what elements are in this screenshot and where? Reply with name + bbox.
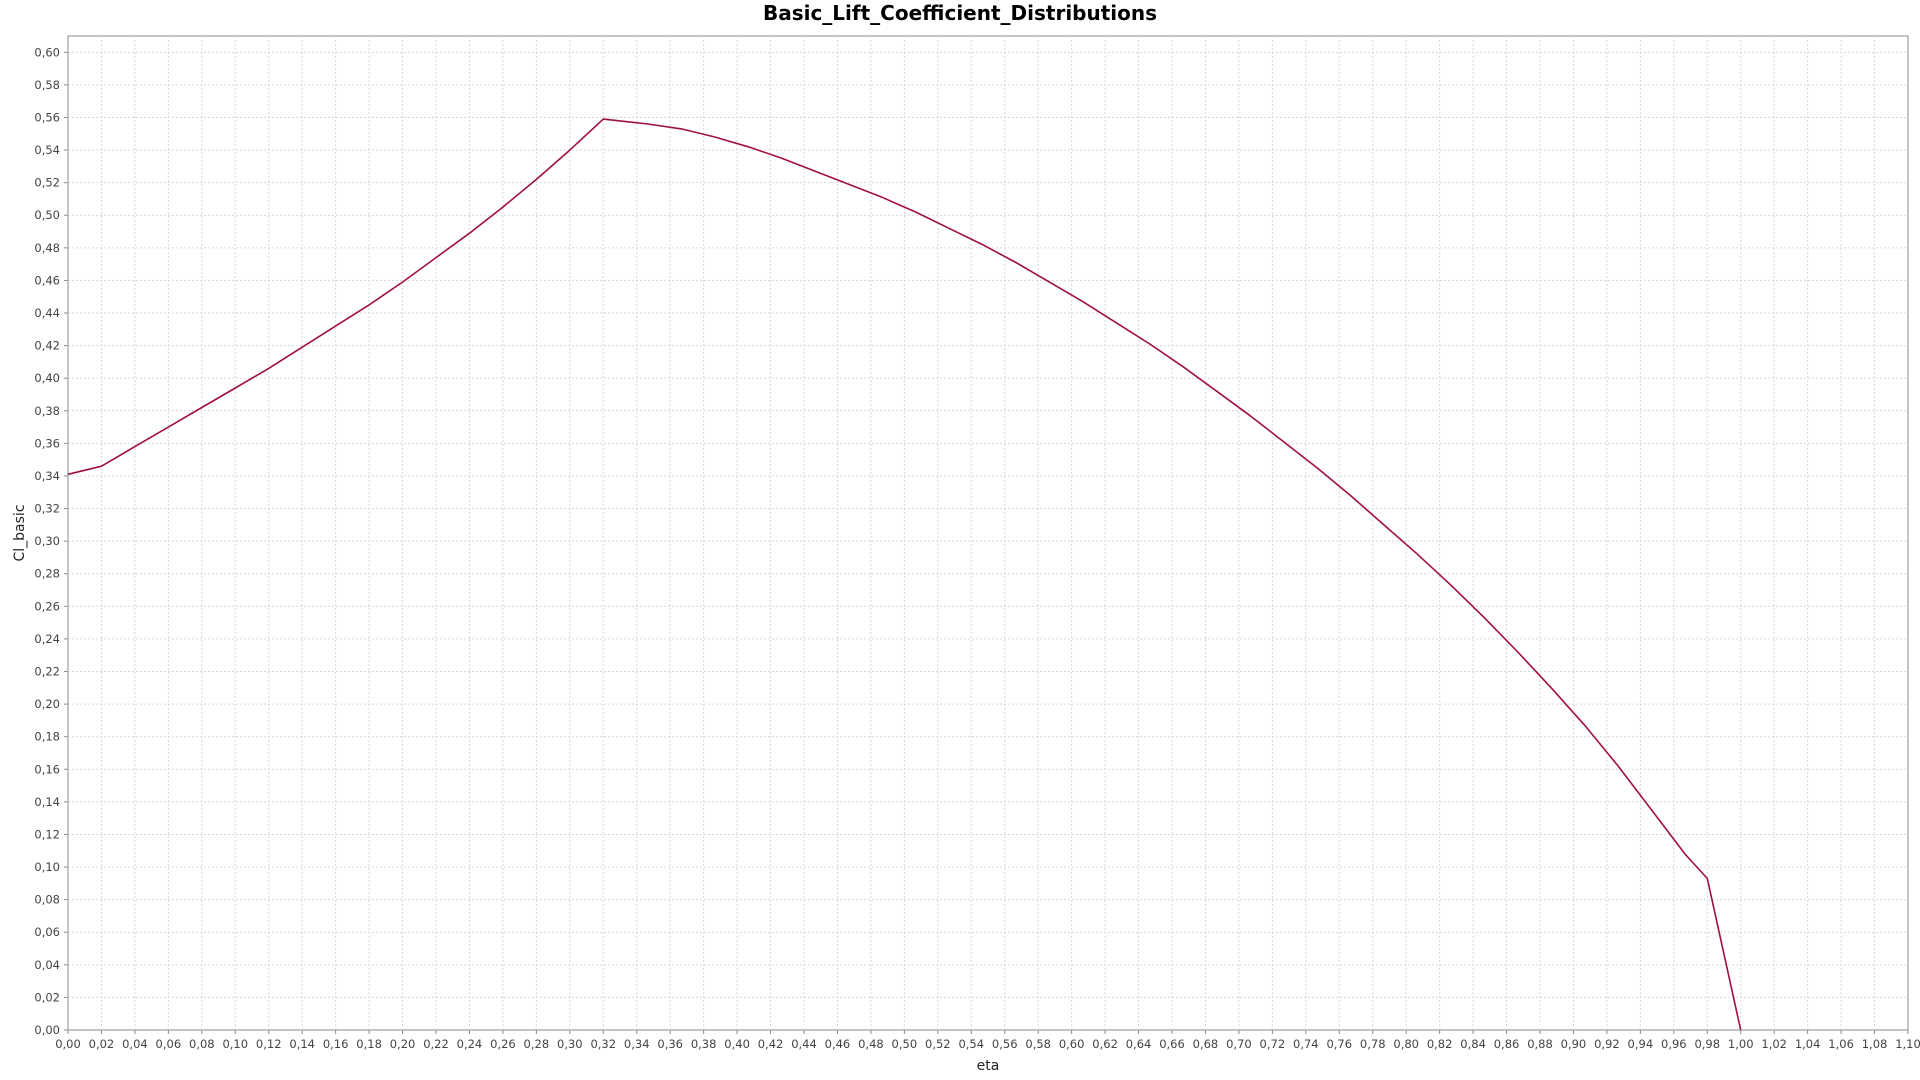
x-tick-label: 0,08 [189, 1037, 215, 1051]
x-tick-label: 0,80 [1393, 1037, 1419, 1051]
x-tick-label: 0,38 [691, 1037, 717, 1051]
y-tick-label: 0,58 [34, 78, 60, 92]
y-tick-label: 0,60 [34, 45, 60, 59]
y-tick-label: 0,42 [34, 339, 60, 353]
y-tick-label: 0,26 [34, 599, 60, 613]
x-tick-label: 0,68 [1193, 1037, 1219, 1051]
x-tick-label: 0,62 [1092, 1037, 1118, 1051]
x-tick-label: 1,08 [1862, 1037, 1888, 1051]
y-tick-label: 0,10 [34, 860, 60, 874]
x-tick-label: 0,70 [1226, 1037, 1252, 1051]
y-axis-label: Cl_basic [12, 504, 28, 561]
y-tick-label: 0,00 [34, 1023, 60, 1037]
x-tick-label: 0,58 [1025, 1037, 1051, 1051]
y-tick-label: 0,18 [34, 730, 60, 744]
y-tick-label: 0,24 [34, 632, 60, 646]
x-tick-label: 0,48 [858, 1037, 884, 1051]
x-tick-label: 1,00 [1728, 1037, 1754, 1051]
axis-ticks: 0,00 0,02 0,04 0,06 0,08 0,10 0,12 0,14 0,16 0,18… [34, 45, 1920, 1051]
y-tick-label: 0,44 [34, 306, 60, 320]
y-tick-label: 0,14 [34, 795, 60, 809]
y-tick-label: 0,02 [34, 990, 60, 1004]
x-tick-label: 0,32 [590, 1037, 616, 1051]
x-tick-label: 0,20 [390, 1037, 416, 1051]
x-tick-label: 1,10 [1895, 1037, 1920, 1051]
x-tick-label: 0,96 [1661, 1037, 1687, 1051]
x-tick-label: 0,90 [1561, 1037, 1587, 1051]
y-tick-label: 0,22 [34, 665, 60, 679]
y-tick-label: 0,54 [34, 143, 60, 157]
x-tick-label: 0,34 [624, 1037, 650, 1051]
x-tick-label: 0,98 [1694, 1037, 1720, 1051]
x-tick-label: 0,22 [423, 1037, 449, 1051]
grid-lines [68, 36, 1908, 1030]
x-tick-label: 0,94 [1628, 1037, 1654, 1051]
x-tick-label: 1,06 [1828, 1037, 1854, 1051]
x-tick-label: 0,26 [490, 1037, 516, 1051]
y-tick-label: 0,04 [34, 958, 60, 972]
x-tick-label: 0,76 [1326, 1037, 1352, 1051]
y-tick-label: 0,16 [34, 762, 60, 776]
x-tick-label: 0,50 [892, 1037, 918, 1051]
plot-area [67, 35, 1909, 1031]
x-tick-label: 0,18 [356, 1037, 382, 1051]
x-tick-label: 0,46 [825, 1037, 851, 1051]
y-tick-label: 0,50 [34, 208, 60, 222]
y-tick-label: 0,40 [34, 371, 60, 385]
x-tick-label: 0,56 [992, 1037, 1018, 1051]
x-tick-label: 0,12 [256, 1037, 282, 1051]
y-tick-label: 0,52 [34, 176, 60, 190]
x-tick-label: 0,72 [1260, 1037, 1286, 1051]
x-tick-label: 0,60 [1059, 1037, 1085, 1051]
y-tick-label: 0,34 [34, 469, 60, 483]
x-tick-label: 0,78 [1360, 1037, 1386, 1051]
x-tick-label: 0,42 [758, 1037, 784, 1051]
x-tick-label: 0,92 [1594, 1037, 1620, 1051]
x-tick-label: 0,16 [323, 1037, 349, 1051]
series-line [67, 118, 1742, 1031]
x-tick-label: 1,02 [1761, 1037, 1787, 1051]
x-tick-label: 0,04 [122, 1037, 148, 1051]
x-tick-label: 0,06 [156, 1037, 182, 1051]
y-tick-label: 0,20 [34, 697, 60, 711]
y-tick-label: 0,38 [34, 404, 60, 418]
y-tick-label: 0,32 [34, 502, 60, 516]
x-tick-label: 0,52 [925, 1037, 951, 1051]
x-tick-label: 0,40 [724, 1037, 750, 1051]
y-tick-label: 0,06 [34, 925, 60, 939]
x-tick-label: 0,74 [1293, 1037, 1319, 1051]
x-tick-label: 0,14 [289, 1037, 315, 1051]
x-tick-label: 0,10 [222, 1037, 248, 1051]
y-tick-label: 0,56 [34, 110, 60, 124]
x-tick-label: 0,64 [1126, 1037, 1152, 1051]
y-tick-label: 0,48 [34, 241, 60, 255]
x-tick-label: 0,30 [557, 1037, 583, 1051]
y-tick-label: 0,30 [34, 534, 60, 548]
x-tick-label: 0,88 [1527, 1037, 1553, 1051]
x-tick-label: 0,54 [958, 1037, 984, 1051]
x-tick-label: 0,86 [1494, 1037, 1520, 1051]
chart-title: Basic_Lift_Coefficient_Distributions [763, 1, 1157, 25]
x-tick-label: 0,24 [457, 1037, 483, 1051]
x-tick-label: 0,82 [1427, 1037, 1453, 1051]
x-tick-label: 0,02 [89, 1037, 115, 1051]
y-tick-label: 0,46 [34, 273, 60, 287]
x-tick-label: 1,04 [1795, 1037, 1821, 1051]
y-tick-label: 0,08 [34, 893, 60, 907]
x-tick-label: 0,66 [1159, 1037, 1185, 1051]
x-axis-label: eta [977, 1058, 1000, 1074]
x-tick-label: 0,36 [657, 1037, 683, 1051]
x-tick-label: 0,00 [55, 1037, 81, 1051]
x-tick-label: 0,28 [524, 1037, 550, 1051]
y-tick-label: 0,36 [34, 436, 60, 450]
x-tick-label: 0,84 [1460, 1037, 1486, 1051]
series-layer [67, 118, 1742, 1031]
y-tick-label: 0,12 [34, 827, 60, 841]
y-tick-label: 0,28 [34, 567, 60, 581]
x-tick-label: 0,44 [791, 1037, 817, 1051]
